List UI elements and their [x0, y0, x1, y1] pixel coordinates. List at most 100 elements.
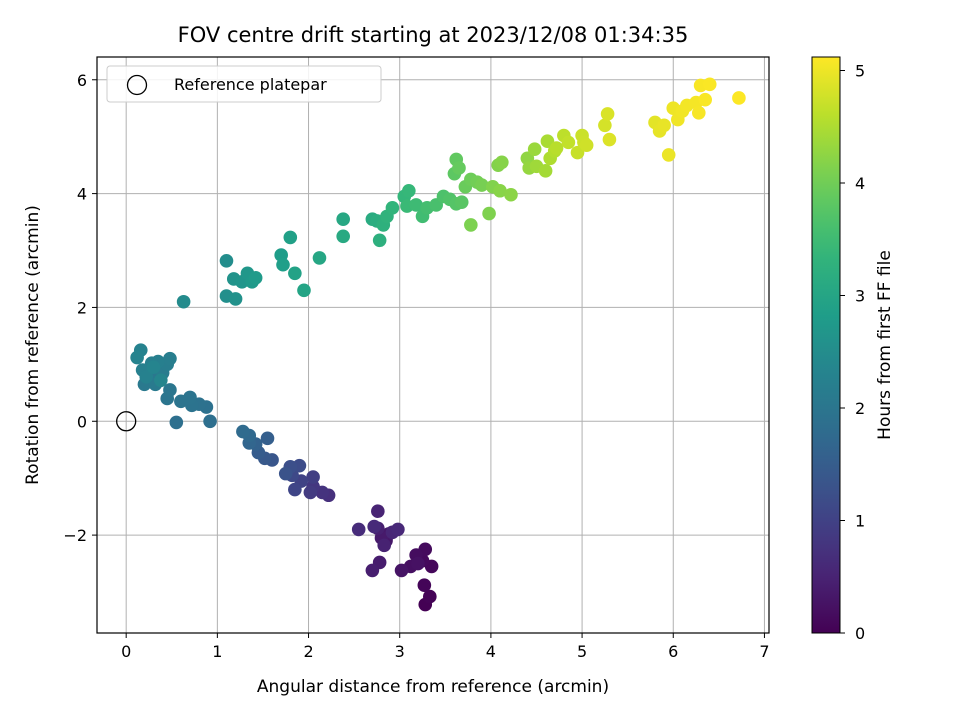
- legend-box: [106, 65, 382, 103]
- data-point: [219, 253, 234, 268]
- colorbar-label: Hours from first FF file: [875, 250, 895, 440]
- data-point: [702, 77, 717, 92]
- data-point: [698, 92, 712, 107]
- y-tick-label: 2: [77, 298, 87, 317]
- y-axis-ticks: −2 0 2 4 6: [63, 71, 97, 545]
- data-point: [464, 218, 478, 232]
- y-axis-label: Rotation from reference (arcmin): [23, 205, 43, 485]
- data-point: [561, 135, 576, 150]
- x-tick-label: 5: [577, 642, 587, 661]
- data-point: [169, 415, 184, 430]
- data-point: [452, 161, 466, 175]
- data-point: [336, 229, 350, 244]
- data-point: [365, 563, 380, 578]
- data-point: [691, 105, 706, 120]
- colorbar-tick-label: 1: [855, 512, 865, 531]
- data-point: [493, 183, 507, 198]
- reference-point-marker: [116, 411, 137, 432]
- grid-lines: [97, 57, 769, 633]
- data-point: [391, 522, 405, 537]
- x-tick-label: 2: [303, 642, 313, 661]
- data-point: [163, 351, 177, 366]
- x-tick-label: 0: [121, 642, 131, 661]
- colorbar-tick-label: 5: [855, 62, 865, 81]
- data-point: [288, 482, 302, 497]
- y-tick-label: −2: [63, 526, 87, 545]
- colorbar-ticks: 0 1 2 3 4 5: [840, 62, 865, 643]
- data-point: [411, 556, 425, 571]
- data-point: [527, 142, 542, 157]
- x-tick-label: 6: [668, 642, 678, 661]
- data-point: [482, 206, 496, 221]
- colorbar-gradient: [811, 56, 841, 634]
- data-point: [409, 198, 423, 212]
- data-point: [504, 187, 518, 202]
- y-tick-label: 4: [77, 185, 87, 204]
- data-point: [417, 578, 432, 592]
- x-tick-label: 7: [759, 642, 769, 661]
- data-point: [454, 195, 469, 209]
- data-point: [276, 257, 290, 272]
- data-point: [139, 370, 154, 384]
- colorbar-tick-label: 4: [855, 174, 865, 193]
- data-point: [236, 424, 250, 439]
- data-point: [203, 414, 217, 429]
- data-point: [394, 563, 409, 578]
- data-point: [423, 589, 437, 604]
- colorbar-tick-label: 3: [855, 287, 865, 306]
- legend-label-reference: Reference platepar: [174, 75, 327, 94]
- data-point: [602, 132, 617, 147]
- chart-title: FOV centre drift starting at 2023/12/08 …: [178, 23, 689, 47]
- data-point: [288, 266, 302, 281]
- data-points: [116, 77, 746, 612]
- data-point: [260, 431, 275, 446]
- plot-frame: [96, 56, 770, 634]
- y-tick-label: 0: [77, 412, 87, 431]
- colorbar: 0 1 2 3 4 5 Hours from first FF file: [811, 56, 895, 643]
- data-point: [549, 141, 564, 155]
- data-point: [228, 292, 243, 306]
- data-point: [174, 394, 188, 409]
- data-point: [598, 118, 612, 133]
- data-point: [367, 519, 381, 534]
- data-point: [303, 485, 318, 500]
- data-point: [312, 251, 327, 265]
- data-point: [336, 212, 350, 227]
- data-point: [661, 148, 676, 162]
- data-point: [570, 145, 585, 160]
- data-point: [130, 350, 144, 365]
- y-tick-label: 6: [77, 71, 87, 90]
- legend-marker-reference: [126, 74, 148, 96]
- data-point: [176, 294, 191, 309]
- data-point: [371, 504, 385, 518]
- x-axis-label: Angular distance from reference (arcmin): [257, 677, 609, 697]
- data-point: [474, 178, 489, 192]
- data-point: [248, 271, 263, 285]
- data-point: [297, 283, 311, 298]
- x-tick-label: 1: [212, 642, 222, 661]
- x-axis-ticks: 0 1 2 3 4 5 6 7: [121, 633, 770, 661]
- data-point: [495, 155, 509, 170]
- data-point: [163, 383, 177, 397]
- data-point: [146, 360, 161, 374]
- data-point: [351, 522, 366, 537]
- data-point: [600, 107, 615, 121]
- x-tick-label: 4: [486, 642, 496, 661]
- data-point: [538, 164, 553, 178]
- data-point: [377, 538, 392, 553]
- legend: Reference platepar: [106, 65, 382, 103]
- data-point: [154, 373, 168, 388]
- data-point: [579, 138, 594, 153]
- colorbar-tick-label: 0: [855, 624, 865, 643]
- data-point: [657, 118, 671, 133]
- x-tick-label: 3: [395, 642, 405, 661]
- data-point: [306, 470, 320, 484]
- data-point: [372, 233, 387, 248]
- data-point: [385, 201, 400, 215]
- data-point: [278, 466, 293, 481]
- colorbar-tick-label: 2: [855, 399, 865, 418]
- data-point: [732, 91, 746, 105]
- data-point: [283, 230, 298, 245]
- data-point: [402, 183, 416, 198]
